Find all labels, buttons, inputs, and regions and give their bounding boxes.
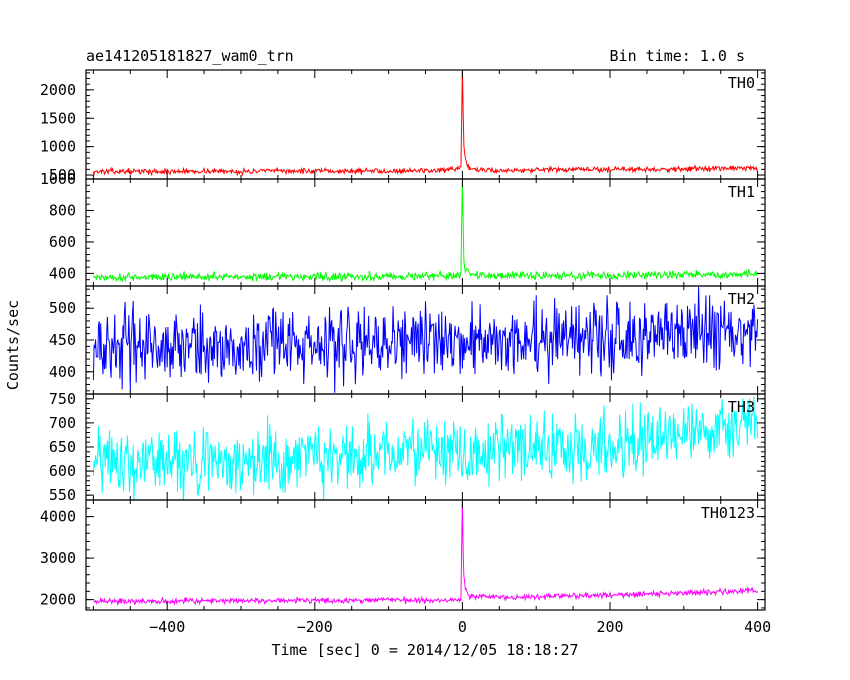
panel-label-th2: TH2 (728, 290, 755, 308)
series-line-th3 (92, 396, 759, 500)
panel-label-th0123: TH0123 (701, 504, 755, 522)
y-tick-label: 400 (49, 363, 76, 381)
y-axis-label: Counts/sec (4, 300, 22, 390)
panel-label-th1: TH1 (728, 183, 755, 201)
panel-label-th3: TH3 (728, 398, 755, 416)
y-tick-label: 600 (49, 462, 76, 480)
chart-title: ae141205181827_wam0_trn (86, 47, 294, 65)
y-tick-label: 700 (49, 414, 76, 432)
panel-frame (85, 178, 766, 287)
y-tick-label: 500 (49, 299, 76, 317)
y-tick-label: 500 (49, 166, 76, 184)
y-tick-label: 1000 (40, 138, 76, 156)
series-line-th2 (92, 286, 759, 393)
panel-label-th0: TH0 (728, 74, 755, 92)
panel-th2: 400 450 500 TH2 (49, 285, 766, 395)
y-tick-label: 650 (49, 438, 76, 456)
panel-th0123: 2000 3000 4000 TH0123 −400 −200 0 200 400 (40, 499, 771, 636)
x-tick-label: −400 (149, 618, 185, 636)
bin-time-label: Bin time: 1.0 s (610, 47, 745, 65)
x-tick-label: −200 (297, 618, 333, 636)
x-tick-label: 400 (744, 618, 771, 636)
y-tick-label: 600 (49, 233, 76, 251)
y-tick-label: 800 (49, 201, 76, 219)
y-tick-label: 4000 (40, 508, 76, 526)
x-tick-label: 0 (458, 618, 467, 636)
y-tick-label: 2000 (40, 81, 76, 99)
series-line-th0 (92, 70, 759, 177)
panel-th3: 550 600 650 700 750 TH3 (49, 390, 766, 504)
y-tick-label: 400 (49, 264, 76, 282)
panel-frame (85, 69, 766, 180)
series-line-th0123 (93, 500, 759, 607)
y-tick-label: 3000 (40, 549, 76, 567)
y-tick-label: 1500 (40, 109, 76, 127)
y-tick-label: 550 (49, 486, 76, 504)
y-tick-label: 2000 (40, 591, 76, 609)
panel-th0: 500 1000 1500 2000 TH0 (40, 69, 766, 184)
y-tick-label: 450 (49, 331, 76, 349)
y-tick-label: 1000 (40, 170, 76, 188)
series-line-th1 (92, 182, 759, 283)
y-tick-label: 750 (49, 390, 76, 408)
x-axis-label: Time [sec] 0 = 2014/12/05 18:18:27 (271, 641, 578, 659)
panel-th1: 400 600 800 1000 TH1 (40, 170, 766, 287)
x-tick-label: 200 (596, 618, 623, 636)
